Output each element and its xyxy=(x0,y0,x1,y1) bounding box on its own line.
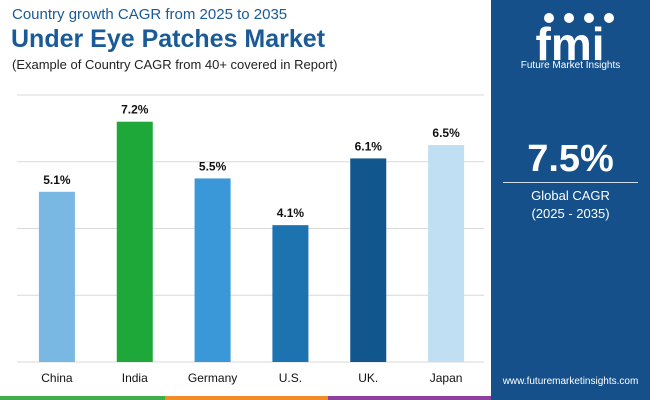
data-label: 5.1% xyxy=(43,173,71,187)
footer-stripe-orange xyxy=(165,396,328,400)
bar xyxy=(350,158,387,362)
footer-stripe-green xyxy=(0,396,165,400)
chart-supertitle: Country growth CAGR from 2025 to 2035 xyxy=(12,6,288,23)
data-label: 5.5% xyxy=(199,159,227,173)
divider xyxy=(503,182,638,183)
data-label: 4.1% xyxy=(277,206,305,220)
chart-title: Under Eye Patches Market xyxy=(11,25,326,53)
x-tick-label: U.S. xyxy=(279,371,302,385)
global-cagr-value: 7.5% xyxy=(527,138,614,180)
x-tick-label: India xyxy=(122,371,148,385)
x-tick-label: Germany xyxy=(188,371,237,385)
logo-dot-icon xyxy=(604,13,614,23)
global-cagr-period: (2025 - 2035) xyxy=(531,206,610,221)
x-tick-label: UK. xyxy=(358,371,378,385)
bar xyxy=(428,145,465,362)
chart-subtitle: (Example of Country CAGR from 40+ covere… xyxy=(12,57,338,72)
logo-dot-icon xyxy=(544,13,554,23)
data-label: 6.1% xyxy=(355,139,383,153)
bar xyxy=(38,191,75,362)
bar-chart: 5.1% China 7.2% India 5.5% Germany 4.1% U.S. 6.1… xyxy=(17,94,484,385)
x-tick-label: China xyxy=(41,371,73,385)
logo-dot-icon xyxy=(564,13,574,23)
data-label: 6.5% xyxy=(432,126,460,140)
sidebar-panel: fmi Future Market Insights 7.5% Global C… xyxy=(491,0,650,400)
logo-dot-icon xyxy=(584,13,594,23)
website-link[interactable]: www.futuremarketinsights.com xyxy=(502,376,639,387)
bar xyxy=(116,121,153,362)
brand-name: Future Market Insights xyxy=(520,60,621,71)
bar xyxy=(272,225,309,362)
x-tick-label: Japan xyxy=(430,371,463,385)
fmi-logo: fmi xyxy=(536,13,614,70)
data-label: 7.2% xyxy=(121,103,149,117)
bar xyxy=(194,178,231,362)
footer-stripe-purple xyxy=(328,396,491,400)
logo-wordmark: fmi xyxy=(536,18,605,70)
global-cagr-label: Global CAGR xyxy=(531,188,610,203)
